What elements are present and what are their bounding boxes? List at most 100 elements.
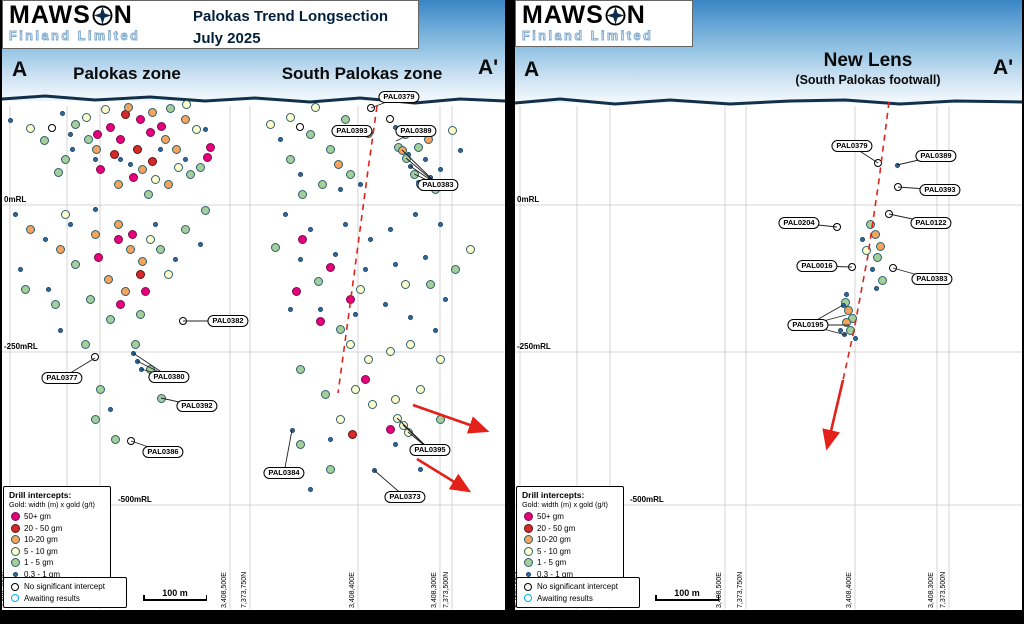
intercept-point-f (337, 186, 343, 192)
legend-swatch (10, 523, 20, 533)
intercept-point-e (80, 339, 90, 349)
intercept-point-e (50, 299, 60, 309)
intercept-point-e (156, 393, 166, 403)
intercept-point-d (363, 354, 373, 364)
intercept-point-c (120, 286, 130, 296)
legend-item: 50+ gm (9, 511, 105, 523)
intercept-point-e (155, 244, 165, 254)
intercept-point-d (285, 112, 295, 122)
intercept-point-f (287, 306, 293, 312)
legend-item: 1 - 5 gm (9, 557, 105, 569)
intercept-point-e (185, 169, 195, 179)
intercept-point-n (874, 159, 882, 167)
intercept-point-f (869, 266, 875, 272)
legend-swatch (11, 582, 19, 591)
intercept-point-n (833, 223, 841, 231)
intercept-point-f (67, 221, 73, 227)
intercept-point-n (885, 210, 893, 218)
figure-title-line1: Palokas Trend Longsection (193, 8, 389, 25)
intercept-point-d (390, 394, 400, 404)
intercept-point-n (889, 264, 897, 272)
intercept-point-d (415, 384, 425, 394)
intercept-point-e (313, 276, 323, 286)
legend-swatch (523, 523, 533, 533)
logo-text-left: MAWS (9, 1, 91, 29)
intercept-point-a (127, 229, 137, 239)
intercept-point-c (125, 244, 135, 254)
intercept-point-e (345, 169, 355, 179)
intercept-point-f (437, 221, 443, 227)
mawson-logo: MAWS N Finland Limited (522, 1, 694, 44)
intercept-point-c (137, 256, 147, 266)
intercept-point-f (59, 110, 65, 116)
intercept-point-d (145, 234, 155, 244)
intercept-point-e (195, 162, 205, 172)
legend-swatch (524, 582, 532, 591)
intercept-point-e (145, 364, 155, 374)
intercept-point-n (296, 123, 304, 131)
legend-label: 1 - 5 gm (24, 558, 54, 568)
scale-line (655, 595, 719, 601)
logo-text-right: N (626, 1, 646, 29)
header-card-right: MAWS N Finland Limited (515, 0, 693, 47)
legend-item: 5 - 10 gm (522, 546, 618, 558)
legend-swatch (10, 546, 20, 556)
intercept-point-e (180, 224, 190, 234)
legend-swatch (12, 571, 18, 577)
intercept-point-d (173, 162, 183, 172)
intercept-point-d (181, 99, 191, 109)
intercept-point-a (325, 262, 335, 272)
intercept-point-n (91, 353, 99, 361)
legend-item: 10-20 gm (9, 534, 105, 546)
intercept-point-d (385, 346, 395, 356)
intercept-point-e (70, 119, 80, 129)
intercept-point-f (422, 156, 428, 162)
intercept-point-f (407, 314, 413, 320)
intercept-point-b (347, 429, 357, 439)
intercept-point-n (48, 124, 56, 132)
intercept-point-f (67, 131, 73, 137)
legend-item: 1 - 5 gm (522, 557, 618, 569)
intercept-point-f (437, 166, 443, 172)
intercept-point-e (415, 179, 425, 189)
legend-label: 5 - 10 gm (537, 546, 571, 556)
logo-subtitle: Finland Limited (9, 29, 141, 44)
intercept-point-e (20, 284, 30, 294)
intercept-point-f (107, 406, 113, 412)
intercept-point-f (412, 211, 418, 217)
intercept-point-n (386, 115, 394, 123)
intercept-point-f (42, 236, 48, 242)
intercept-point-e (270, 242, 280, 252)
intercept-point-a (156, 121, 166, 131)
intercept-point-n (127, 437, 135, 445)
intercept-point-d (310, 102, 320, 112)
intercept-point-f (417, 466, 423, 472)
intercept-point-b (147, 156, 157, 166)
legend-label: No significant intercept (24, 582, 105, 592)
legend-swatch (10, 512, 20, 522)
intercept-point-a (297, 234, 307, 244)
intercept-point-c (875, 241, 885, 251)
intercept-point-e (320, 389, 330, 399)
intercept-point-a (385, 424, 395, 434)
logo-wordmark: MAWS N (9, 3, 181, 28)
intercept-point-f (134, 358, 140, 364)
intercept-point-f (307, 226, 313, 232)
intercept-point-e (143, 189, 153, 199)
intercept-point-e (53, 167, 63, 177)
legend-item: No significant intercept (9, 581, 121, 593)
intercept-point-a (202, 152, 212, 162)
intercept-point-d (81, 112, 91, 122)
intercept-point-d (350, 384, 360, 394)
legend-swatch (523, 535, 533, 545)
intercept-point-e (450, 264, 460, 274)
intercept-point-c (870, 229, 880, 239)
legend-label: 0.3 - 1 gm (24, 569, 61, 579)
header-card-left: MAWS N Finland Limited Palokas Trend Lon… (2, 0, 419, 49)
intercept-point-c (55, 244, 65, 254)
intercept-point-e (60, 154, 70, 164)
intercept-point-a (135, 114, 145, 124)
intercept-point-c (363, 128, 373, 138)
logo-text-right: N (113, 1, 133, 29)
